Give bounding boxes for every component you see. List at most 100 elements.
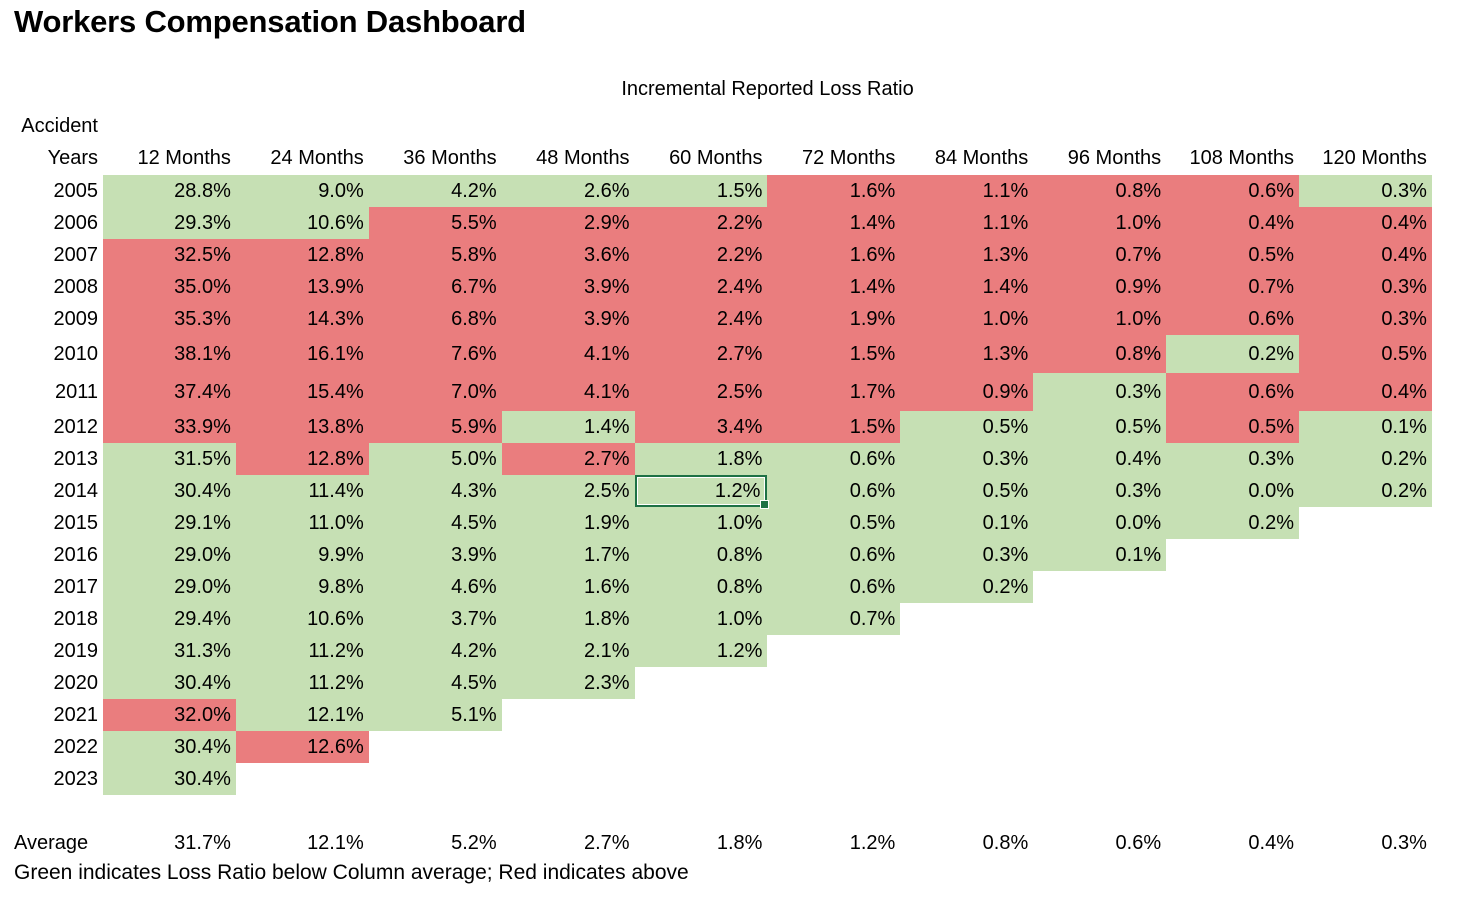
value-cell[interactable]: 0.9% (900, 373, 1034, 411)
value-cell[interactable]: 0.3% (1033, 373, 1167, 411)
column-header[interactable]: 108 Months (1189, 146, 1295, 169)
value-cell[interactable]: 2.2% (634, 207, 768, 239)
year-cell[interactable]: 2017 (53, 575, 99, 598)
value-cell[interactable]: 0.3% (1299, 175, 1432, 207)
value-cell[interactable]: 0.2% (1166, 335, 1300, 373)
value-cell[interactable]: 0.6% (1166, 303, 1300, 335)
value-cell[interactable]: 5.0% (368, 443, 502, 475)
average-value-cell[interactable]: 2.7% (583, 831, 630, 854)
value-cell[interactable]: 10.6% (235, 603, 369, 635)
value-cell[interactable]: 3.4% (634, 411, 768, 443)
value-cell[interactable]: 2.5% (634, 373, 768, 411)
value-cell[interactable]: 3.9% (368, 539, 502, 571)
value-cell[interactable]: 3.7% (368, 603, 502, 635)
value-cell[interactable]: 1.7% (767, 373, 901, 411)
value-cell[interactable]: 4.1% (501, 373, 635, 411)
value-cell[interactable]: 0.1% (1033, 539, 1167, 571)
value-cell[interactable]: 2.3% (501, 667, 635, 699)
value-cell[interactable]: 1.3% (900, 335, 1034, 373)
year-cell[interactable]: 2021 (53, 703, 99, 726)
column-header[interactable]: 72 Months (801, 146, 896, 169)
value-cell[interactable]: 0.3% (900, 443, 1034, 475)
value-cell[interactable]: 1.2% (634, 635, 768, 667)
year-cell[interactable]: 2019 (53, 639, 99, 662)
value-cell[interactable]: 31.5% (103, 443, 236, 475)
value-cell[interactable]: 0.3% (1166, 443, 1300, 475)
value-cell[interactable]: 0.2% (900, 571, 1034, 603)
value-cell[interactable]: 2.9% (501, 207, 635, 239)
value-cell[interactable]: 0.6% (767, 539, 901, 571)
value-cell[interactable]: 4.2% (368, 635, 502, 667)
value-cell[interactable]: 1.5% (767, 411, 901, 443)
average-value-cell[interactable]: 1.2% (849, 831, 896, 854)
value-cell[interactable]: 29.1% (103, 507, 236, 539)
value-cell[interactable]: 4.5% (368, 667, 502, 699)
value-cell[interactable]: 35.0% (103, 271, 236, 303)
value-cell[interactable]: 12.6% (235, 731, 369, 763)
value-cell[interactable]: 11.0% (235, 507, 369, 539)
average-value-cell[interactable]: 0.6% (1115, 831, 1162, 854)
value-cell[interactable]: 37.4% (103, 373, 236, 411)
value-cell[interactable]: 5.8% (368, 239, 502, 271)
year-cell[interactable]: 2013 (53, 447, 99, 470)
value-cell[interactable]: 0.7% (1166, 271, 1300, 303)
value-cell[interactable]: 30.4% (103, 731, 236, 763)
value-cell[interactable]: 3.9% (501, 303, 635, 335)
value-cell[interactable]: 33.9% (103, 411, 236, 443)
value-cell[interactable]: 10.6% (235, 207, 369, 239)
column-header[interactable]: 36 Months (403, 146, 497, 169)
column-header[interactable]: 120 Months (1322, 146, 1427, 169)
value-cell[interactable]: 5.5% (368, 207, 502, 239)
column-header[interactable]: 84 Months (934, 146, 1029, 169)
year-cell[interactable]: 2009 (53, 307, 99, 330)
value-cell[interactable]: 0.4% (1299, 239, 1432, 271)
value-cell[interactable]: 14.3% (235, 303, 369, 335)
value-cell[interactable]: 12.1% (235, 699, 369, 731)
value-cell[interactable]: 0.2% (1299, 475, 1432, 507)
value-cell[interactable]: 2.7% (501, 443, 635, 475)
year-cell[interactable]: 2007 (53, 243, 99, 266)
value-cell[interactable]: 7.0% (368, 373, 502, 411)
value-cell[interactable]: 11.4% (235, 475, 369, 507)
average-value-cell[interactable]: 31.7% (174, 831, 231, 854)
value-cell[interactable]: 0.9% (1033, 271, 1167, 303)
year-cell[interactable]: 2016 (53, 543, 99, 566)
value-cell[interactable]: 0.4% (1299, 207, 1432, 239)
value-cell[interactable]: 1.1% (900, 175, 1034, 207)
year-cell[interactable]: 2005 (53, 179, 99, 202)
value-cell[interactable]: 0.8% (634, 539, 768, 571)
value-cell[interactable]: 1.4% (767, 271, 901, 303)
value-cell[interactable]: 0.2% (1299, 443, 1432, 475)
average-value-cell[interactable]: 5.2% (451, 831, 497, 854)
value-cell[interactable]: 9.8% (235, 571, 369, 603)
value-cell[interactable]: 6.7% (368, 271, 502, 303)
value-cell[interactable]: 0.8% (1033, 335, 1167, 373)
value-cell[interactable]: 1.6% (767, 175, 901, 207)
value-cell[interactable]: 1.6% (501, 571, 635, 603)
value-cell[interactable]: 38.1% (103, 335, 236, 373)
value-cell[interactable]: 1.7% (501, 539, 635, 571)
average-value-cell[interactable]: 12.1% (307, 831, 364, 854)
value-cell[interactable]: 3.6% (501, 239, 635, 271)
value-cell[interactable]: 4.1% (501, 335, 635, 373)
year-cell[interactable]: 2008 (53, 275, 99, 298)
value-cell[interactable]: 13.9% (235, 271, 369, 303)
year-cell[interactable]: 2006 (53, 211, 99, 234)
value-cell[interactable]: 6.8% (368, 303, 502, 335)
average-value-cell[interactable]: 0.3% (1381, 831, 1427, 854)
value-cell[interactable]: 0.7% (767, 603, 901, 635)
year-cell[interactable]: 2018 (53, 607, 99, 630)
value-cell[interactable]: 0.0% (1166, 475, 1300, 507)
value-cell[interactable]: 29.3% (103, 207, 236, 239)
value-cell[interactable]: 29.0% (103, 571, 236, 603)
value-cell[interactable]: 15.4% (235, 373, 369, 411)
value-cell[interactable]: 1.8% (634, 443, 768, 475)
value-cell[interactable]: 0.5% (1166, 411, 1300, 443)
year-cell[interactable]: 2023 (53, 767, 99, 790)
value-cell[interactable]: 1.0% (1033, 207, 1167, 239)
value-cell[interactable]: 3.9% (501, 271, 635, 303)
value-cell[interactable]: 0.2% (1166, 507, 1300, 539)
value-cell[interactable]: 1.4% (900, 271, 1034, 303)
value-cell[interactable]: 4.3% (368, 475, 502, 507)
value-cell[interactable]: 12.8% (235, 239, 369, 271)
